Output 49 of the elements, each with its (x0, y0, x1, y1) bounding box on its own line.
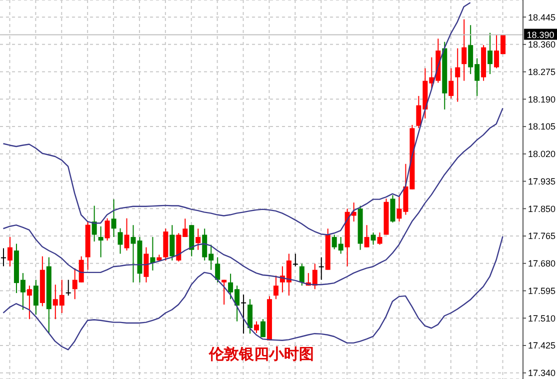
y-tick-label: 18.105 (528, 122, 556, 132)
y-tick-label: 17.340 (528, 368, 556, 378)
y-tick-label: 17.425 (528, 340, 556, 351)
candlestick (66, 279, 71, 296)
candlestick (448, 68, 454, 100)
y-tick-label: 18.020 (528, 149, 556, 160)
text: 伦敦银四小时图 (208, 345, 315, 364)
candlestick (196, 228, 201, 250)
y-tick-label: 17.595 (528, 286, 556, 296)
candlestick (462, 18, 467, 82)
y-tick-label: 18.445 (528, 12, 556, 22)
candlestick (222, 279, 227, 306)
candlestick (488, 32, 493, 75)
candlestick (455, 48, 460, 102)
candlestick (260, 318, 266, 338)
candlestick (124, 218, 130, 252)
candlestick (254, 320, 259, 334)
candlestick (1, 248, 6, 267)
candlestick (104, 218, 110, 242)
y-tick-label: 17.850 (528, 204, 556, 214)
line-series (2, 108, 504, 286)
y-tick-label: 17.765 (528, 231, 556, 242)
y-tick-label: 17.510 (528, 313, 556, 324)
candlestick (215, 256, 220, 283)
candlestick (390, 194, 396, 224)
y-tick-label: 18.275 (528, 67, 556, 77)
candlestick (248, 298, 253, 334)
line-series (2, 2, 471, 236)
candlestick (26, 285, 32, 320)
y-tick-label: 18.360 (528, 40, 556, 50)
candlestick (364, 224, 370, 248)
y-tick-label: 17.935 (528, 176, 556, 186)
candlestick (170, 224, 175, 261)
candlestick (299, 263, 304, 286)
candlestick (98, 226, 104, 258)
candlestick (33, 279, 38, 316)
ref-line-label: 18.390 (526, 30, 554, 40)
candlestick (7, 236, 12, 267)
candlestick (377, 232, 382, 246)
y-tick-label: 17.680 (528, 258, 556, 269)
candlestick (118, 228, 123, 254)
candlestick (318, 256, 324, 280)
candlestick (111, 198, 116, 238)
candlestick (292, 253, 298, 267)
candlestick (370, 232, 376, 246)
candlestick (241, 294, 246, 334)
y-tick-label: 18.190 (528, 94, 556, 104)
candlestick (144, 246, 149, 283)
candlestick (273, 275, 278, 300)
